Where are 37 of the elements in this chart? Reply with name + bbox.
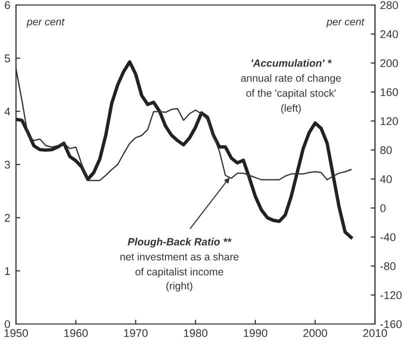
y2-tick-label: 200 xyxy=(380,59,398,68)
x-tick-label: 2010 xyxy=(363,329,387,338)
x-tick-label: 1980 xyxy=(184,329,208,338)
y-tick-label: 4 xyxy=(4,108,10,116)
y-tick-label: 3 xyxy=(4,160,10,169)
y2-tick-label: 0 xyxy=(380,204,386,212)
y2-tick-label: 40 xyxy=(380,175,392,184)
annotation: Plough-Back Ratio ** xyxy=(128,238,232,248)
y2-tick-label: 80 xyxy=(380,146,392,154)
annotation: of capitalist income xyxy=(135,268,224,278)
y2-tick-label: -80 xyxy=(380,262,396,270)
annotation: net investment as a share xyxy=(120,252,239,260)
x-tick-label: 1960 xyxy=(64,329,88,338)
y2-tick-label: 240 xyxy=(380,30,398,38)
y-tick-label: 2 xyxy=(4,214,10,222)
annotation: of the 'capital stock' xyxy=(246,89,336,99)
annotation: (right) xyxy=(166,282,192,292)
x-tick-label: 1970 xyxy=(124,329,148,338)
annotation: per cent xyxy=(326,18,365,28)
x-tick-label: 1950 xyxy=(4,329,28,338)
y2-tick-label: 120 xyxy=(380,117,398,126)
annotation: per cent xyxy=(26,18,65,28)
y-tick-label: 6 xyxy=(4,1,10,10)
annotation: annual rate of change xyxy=(241,74,341,84)
y-tick-label: 1 xyxy=(5,267,10,275)
y2-tick-label: -40 xyxy=(380,233,396,242)
x-tick-label: 2000 xyxy=(303,329,328,338)
y2-tick-label: 280 xyxy=(380,1,398,10)
y2-tick-label: -120 xyxy=(380,291,402,300)
y-tick-label: 0 xyxy=(4,320,10,328)
annotation: 'Accumulation' * xyxy=(252,59,332,67)
y2-tick-label: -160 xyxy=(380,320,402,328)
y-tick-label: 5 xyxy=(4,54,10,62)
x-tick-label: 1990 xyxy=(244,329,268,338)
y2-tick-label: 160 xyxy=(380,88,398,96)
annotation: (left) xyxy=(281,104,301,114)
line-series xyxy=(16,60,353,240)
